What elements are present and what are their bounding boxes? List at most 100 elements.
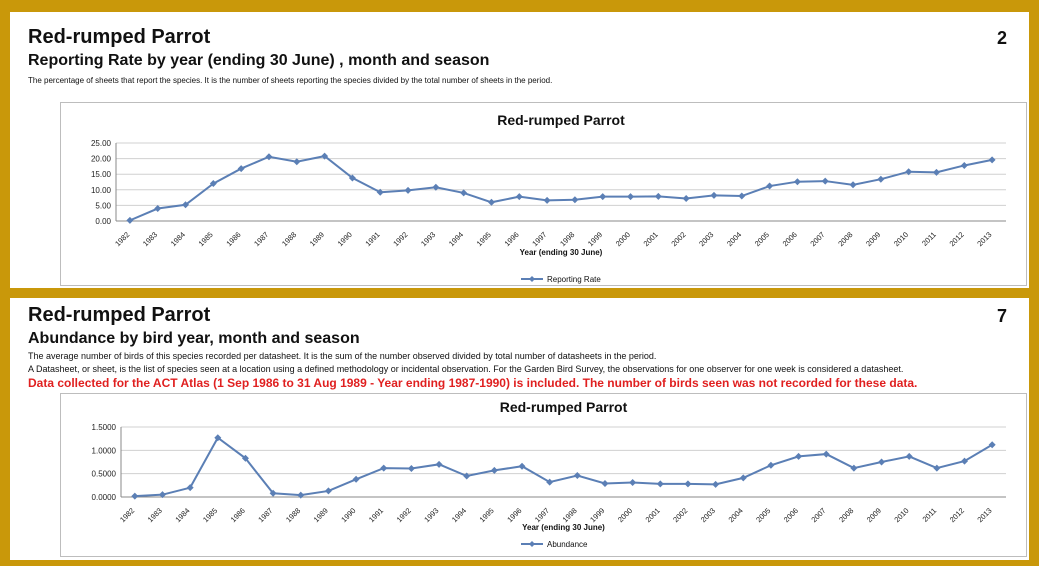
data-point <box>710 191 718 199</box>
data-point <box>905 168 913 176</box>
x-tick-label: 1982 <box>118 506 136 524</box>
x-axis-title: Year (ending 30 June) <box>520 248 603 257</box>
x-tick-label: 2009 <box>864 230 882 248</box>
series-line <box>129 155 993 222</box>
data-point <box>988 441 996 449</box>
data-point <box>463 472 471 480</box>
x-tick-label: 2005 <box>754 506 772 524</box>
y-tick-label: 1.0000 <box>92 446 117 455</box>
data-point <box>571 196 579 204</box>
x-axis-title: Year (ending 30 June) <box>522 523 605 532</box>
data-point <box>380 464 388 472</box>
section-description-1: The average number of birds of this spec… <box>28 351 657 361</box>
data-point <box>214 434 222 442</box>
x-tick-label: 2000 <box>614 230 632 248</box>
data-point <box>265 153 273 161</box>
data-point <box>186 484 194 492</box>
x-tick-label: 2004 <box>727 506 745 524</box>
x-tick-label: 2006 <box>782 506 800 524</box>
x-tick-label: 1991 <box>363 230 381 248</box>
x-tick-label: 2001 <box>642 230 660 248</box>
data-point <box>324 487 332 495</box>
species-title: Red-rumped Parrot <box>28 26 211 48</box>
x-tick-label: 2010 <box>892 230 910 248</box>
data-point <box>407 465 415 473</box>
x-tick-label: 1987 <box>256 506 274 524</box>
data-point <box>460 189 468 197</box>
reporting-rate-chart-svg: Red-rumped Parrot 25.00 20.00 15.00 10.00 5.0… <box>91 112 1006 284</box>
reporting-rate-panel: Red-rumped Parrot 2 Reporting Rate by ye… <box>10 12 1029 288</box>
x-tick-label: 1992 <box>391 230 409 248</box>
section-subtitle: Abundance by bird year, month and season <box>28 330 360 347</box>
x-tick-label: 1998 <box>558 230 576 248</box>
data-point <box>821 177 829 185</box>
x-tick-label: 1996 <box>505 506 523 524</box>
data-point <box>490 466 498 474</box>
x-tick-label: 1989 <box>308 230 326 248</box>
data-point <box>154 205 162 213</box>
data-point <box>795 452 803 460</box>
data-point <box>518 462 526 470</box>
data-point <box>376 188 384 196</box>
data-point <box>515 193 523 201</box>
abundance-chart-svg: Red-rumped Parrot 1.5000 1.0000 0.5000 0.000… <box>92 399 1006 549</box>
chart-title: Red-rumped Parrot <box>497 112 625 128</box>
reporting-rate-chart: Red-rumped Parrot 25.00 20.00 15.00 10.00 5.0… <box>60 102 1027 286</box>
x-tick-label: 1985 <box>197 230 215 248</box>
x-tick-label: 1983 <box>146 506 164 524</box>
x-tick-label: 1987 <box>252 230 270 248</box>
data-point <box>961 457 969 465</box>
data-point <box>766 182 774 190</box>
data-point <box>237 165 245 173</box>
x-tick-label: 2002 <box>669 230 687 248</box>
x-tick-label: 1990 <box>339 506 357 524</box>
x-tick-label: 1995 <box>478 506 496 524</box>
legend-marker <box>529 541 535 547</box>
data-point <box>877 175 885 183</box>
x-tick-label: 1988 <box>280 230 298 248</box>
x-tick-label: 1992 <box>395 506 413 524</box>
data-point <box>487 198 495 206</box>
y-tick-label: 5.00 <box>95 201 111 210</box>
section-subtitle: Reporting Rate by year (ending 30 June) … <box>28 52 490 69</box>
data-point <box>656 480 664 488</box>
data-point <box>293 158 301 166</box>
data-point <box>682 195 690 203</box>
x-tick-label: 1995 <box>475 230 493 248</box>
x-tick-label: 1988 <box>284 506 302 524</box>
x-tick-label: 2011 <box>920 506 938 524</box>
y-tick-label: 15.00 <box>91 170 112 179</box>
x-tick-label: 1984 <box>169 230 187 248</box>
x-tick-label: 1991 <box>367 506 385 524</box>
data-point <box>905 452 913 460</box>
data-point <box>321 152 329 160</box>
x-tick-label: 2009 <box>865 506 883 524</box>
section-description-2: A Datasheet, or sheet, is the list of sp… <box>28 364 904 374</box>
data-point <box>158 491 166 499</box>
x-tick-label: 1993 <box>422 506 440 524</box>
chart-title: Red-rumped Parrot <box>500 399 628 415</box>
x-tick-label: 2003 <box>699 506 717 524</box>
data-point <box>543 196 551 204</box>
x-tick-label: 2001 <box>644 506 662 524</box>
x-tick-label: 1982 <box>113 230 131 248</box>
x-tick-label: 1986 <box>229 506 247 524</box>
data-point <box>573 472 581 480</box>
legend-marker <box>529 276 535 282</box>
data-point <box>629 479 637 487</box>
x-tick-label: 1994 <box>447 230 465 248</box>
y-tick-label: 10.00 <box>91 186 112 195</box>
x-tick-label: 2006 <box>781 230 799 248</box>
data-point <box>435 460 443 468</box>
x-tick-label: 2012 <box>948 230 966 248</box>
data-point <box>712 480 720 488</box>
x-tick-label: 2007 <box>809 506 827 524</box>
y-tick-label: 20.00 <box>91 155 112 164</box>
data-point <box>988 156 996 164</box>
data-point <box>878 458 886 466</box>
y-tick-label: 1.5000 <box>92 423 117 432</box>
data-point <box>241 454 249 462</box>
data-point <box>297 491 305 499</box>
x-tick-label: 2011 <box>920 230 938 248</box>
x-tick-label: 1986 <box>224 230 242 248</box>
